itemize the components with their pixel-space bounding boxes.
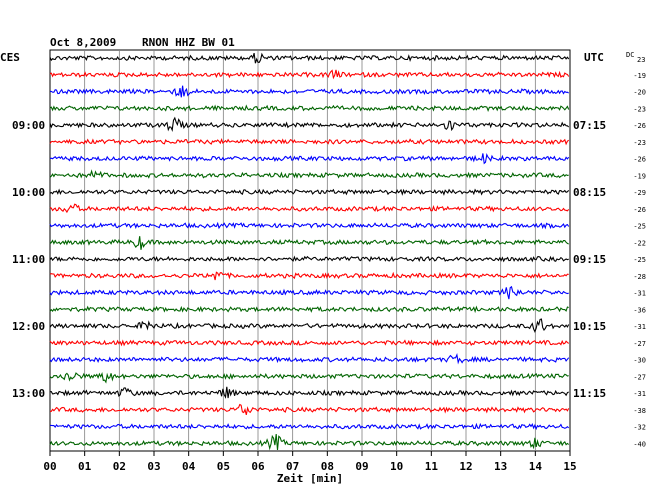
dc-offset-label: -22 (633, 239, 646, 247)
dc-offset-label: -25 (633, 256, 646, 264)
dc-offset-label: -25 (633, 223, 646, 231)
right-time-label: 09:15 (573, 253, 606, 266)
dc-offset-label: -27 (633, 340, 646, 348)
right-time-label: 08:15 (573, 186, 606, 199)
x-tick-label: 13 (494, 460, 507, 473)
x-tick-label: 09 (355, 460, 368, 473)
dc-offset-label: -23 (633, 139, 646, 147)
trace-line (49, 305, 569, 314)
right-time-labels: 07:15 08:15 09:15 10:15 11:15 (573, 119, 606, 400)
x-tick-label: 12 (459, 460, 472, 473)
dc-offset-label: -31 (633, 390, 646, 398)
trace-line (49, 271, 569, 281)
x-tick-label: 04 (182, 460, 196, 473)
dc-offset-label: -30 (633, 357, 646, 365)
right-timezone-label: UTC (584, 51, 604, 64)
trace-line (49, 104, 570, 112)
x-tick-label: 05 (217, 460, 230, 473)
x-tick-label: 01 (78, 460, 92, 473)
trace-line (49, 138, 570, 146)
trace-line (49, 169, 569, 179)
dc-offset-first: 23 (637, 56, 645, 64)
dc-offset-label: -26 (633, 206, 646, 214)
trace-line (49, 116, 570, 132)
dc-offset-label: -27 (633, 373, 646, 381)
trace-line (49, 339, 570, 347)
x-tick-label: 08 (321, 460, 334, 473)
trace-line (49, 434, 570, 451)
plot-frame (49, 49, 571, 452)
trace-line (49, 285, 569, 300)
right-time-label: 10:15 (573, 320, 606, 333)
left-timezone-label: CES (0, 51, 20, 64)
x-tick-label: 14 (529, 460, 543, 473)
left-time-label: 10:00 (12, 186, 45, 199)
dc-offset-label: -26 (633, 156, 646, 164)
x-tick-label: 06 (251, 460, 265, 473)
trace-line (49, 318, 570, 333)
x-tick-label: 00 (43, 460, 56, 473)
x-axis-ticks: 00 01 02 03 04 05 06 07 08 09 10 11 12 13 14 15 (43, 451, 577, 473)
seismic-traces (49, 52, 570, 451)
right-time-label: 11:15 (573, 387, 606, 400)
trace-line (49, 255, 569, 263)
dc-offset-heading: DC (626, 51, 634, 59)
trace-line (49, 236, 569, 250)
trace-line (49, 69, 570, 80)
trace-line (49, 353, 570, 365)
dc-offset-label: -31 (633, 290, 646, 298)
x-tick-label: 11 (425, 460, 439, 473)
trace-line (49, 52, 570, 64)
dc-offset-label: -19 (633, 172, 646, 180)
trace-line (49, 153, 570, 165)
dc-offset-label: -31 (633, 323, 646, 331)
trace-line (50, 85, 570, 98)
dc-offset-label: -20 (633, 89, 646, 97)
dc-offset-label: -19 (633, 72, 646, 80)
trace-line (49, 422, 570, 431)
trace-line (49, 372, 569, 384)
trace-line (49, 221, 570, 230)
dc-offset-label: -28 (633, 273, 646, 281)
right-time-label: 07:15 (573, 119, 606, 132)
x-axis-label: Zeit [min] (277, 472, 343, 485)
x-tick-label: 10 (390, 460, 403, 473)
dc-offset-label: -38 (633, 407, 646, 415)
left-time-label: 09:00 (12, 119, 45, 132)
x-tick-label: 03 (147, 460, 160, 473)
dc-offset-label: -36 (633, 306, 646, 314)
dc-offset-label: -26 (633, 122, 646, 130)
dc-offset-label: -32 (633, 424, 646, 432)
trace-line (49, 386, 569, 399)
minute-gridlines (84, 50, 536, 451)
trace-line (49, 203, 570, 214)
record-date: Oct 8,2009 (50, 36, 116, 49)
dc-offset-label: -40 (633, 440, 646, 448)
trace-line (49, 403, 570, 416)
left-time-label: 13:00 (12, 387, 45, 400)
left-time-labels: 09:00 10:00 11:00 12:00 13:00 (12, 119, 45, 400)
dc-offset-label: -29 (633, 189, 646, 197)
dc-offset-labels: -19 -20 -23 -26 -23 -26 -19 -29 -26 -25 -22 -25 -28 -… (633, 72, 646, 449)
trace-line (49, 188, 570, 196)
left-time-label: 11:00 (12, 253, 45, 266)
x-tick-label: 15 (563, 460, 576, 473)
x-tick-label: 02 (113, 460, 126, 473)
x-tick-label: 07 (286, 460, 299, 473)
left-time-label: 12:00 (12, 320, 45, 333)
station-code: RNON HHZ BW 01 (142, 36, 235, 49)
dc-offset-label: -23 (633, 105, 646, 113)
